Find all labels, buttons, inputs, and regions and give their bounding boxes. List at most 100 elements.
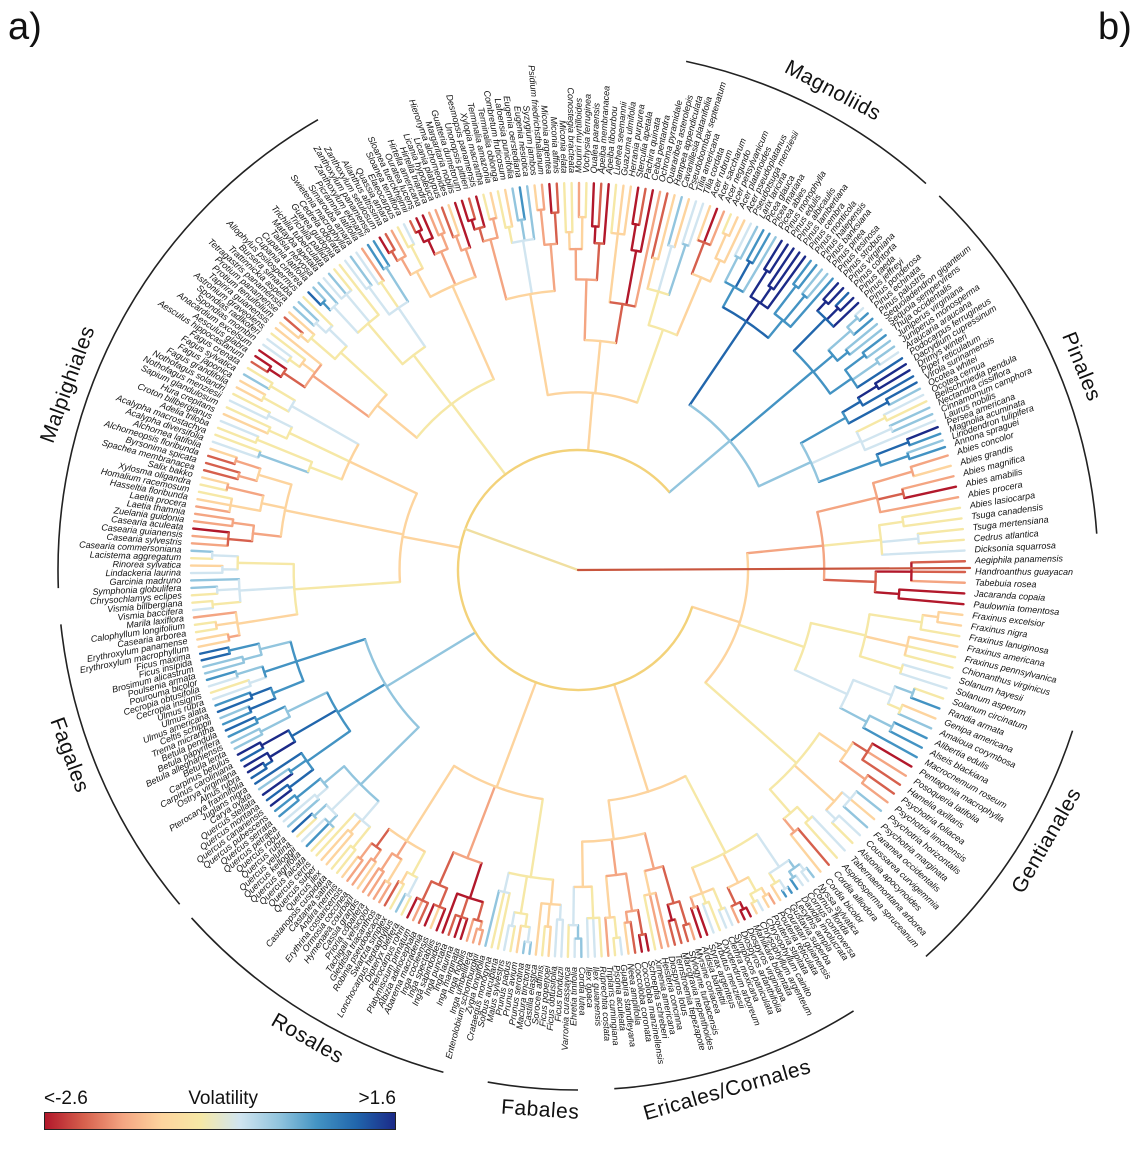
tree-branch [519,875,529,915]
tree-branch [475,195,486,228]
tree-branch [305,821,331,848]
tree-branch [847,400,889,425]
tree-branch [739,225,759,260]
tree-branch [839,296,855,312]
tree-branch [427,238,436,256]
tree-branch [667,919,677,946]
tree-branch [273,794,296,813]
tree-branch [199,483,228,492]
tree-branch [282,371,306,389]
tree-branch [768,243,789,274]
tree-branch [741,236,777,294]
tree-branch [757,460,813,488]
tree-branch [312,286,327,302]
tree-branch [646,257,657,290]
tree-branch [721,285,736,309]
tree-branch [737,623,806,649]
tree-branch [268,740,297,759]
tree-branch [717,908,728,929]
tree-branch [733,222,753,257]
tree-branch [707,900,722,932]
tree-branch [723,219,746,264]
tree-branch [747,876,758,893]
tree-branch [858,655,903,671]
tree-branch [291,812,314,833]
tree-branch [745,301,761,323]
tree-branch [230,727,261,744]
tree-branch [415,270,432,299]
tree-branch [841,791,852,801]
tree-branch [562,182,568,234]
tree-branch [366,243,385,271]
tree-branch [837,814,862,837]
tree-branch [800,268,824,296]
tree-branch [290,404,360,446]
tree-branch [822,282,840,301]
tip-label: Miconia affinis [549,116,562,174]
tree-branch [246,761,265,774]
tree-branch [454,234,463,252]
tree-branch [231,521,256,527]
tree-branch [610,838,618,877]
tree-branch [467,197,477,221]
tree-branch [394,892,407,913]
tree-branch [207,454,236,466]
tree-branch [586,391,595,452]
tree-branch [560,918,565,958]
tree-branch [207,676,239,688]
tree-branch [254,751,303,785]
tree-branch [590,182,596,228]
tree-branch [468,861,483,900]
tree-branch [789,833,822,873]
tree-branch [503,188,514,228]
tree-branch [584,181,588,219]
tree-branch [630,223,638,252]
tree-branch [841,400,862,414]
tree-branch [411,850,427,877]
tree-branch [750,902,758,915]
tree-branch [728,370,815,443]
tree-branch [842,805,869,829]
tree-branch [267,368,283,379]
tree-branch [656,194,676,261]
tree-branch [704,681,798,765]
tree-branch [322,765,346,785]
tree-branch [673,198,691,249]
tree-branch [667,195,683,247]
tree-branch [197,490,234,500]
tip-label: Cordia lutea [577,967,587,1016]
tree-branch [540,183,546,211]
tree-branch [576,566,972,572]
tree-branch [421,880,433,902]
tree-branch [853,307,865,317]
tree-branch [825,307,840,321]
tree-branch [438,887,449,908]
tree-branch [898,588,966,595]
tree-branch [521,239,534,296]
tree-branch [794,874,804,887]
circular-tree [189,181,972,959]
tree-branch [193,620,217,627]
tree-branch [624,910,629,924]
tree-branch [866,774,896,795]
tree-branch [440,232,449,251]
tip-label: Ilex guianensis [591,966,604,1026]
tree-branch [862,726,918,759]
tree-branch [585,917,590,959]
tree-branch [250,360,269,374]
tree-branch [301,361,317,374]
tree-branch [839,706,868,723]
tree-branch [510,911,516,928]
tree-branch [897,597,965,606]
tree-branch [852,317,874,336]
tree-branch [215,587,241,592]
tree-branch [307,291,322,307]
tree-branch [243,751,269,768]
tip-label: Dicksonia squarrosa [974,540,1056,554]
tree-branch [386,858,403,884]
tree-branch [528,941,533,956]
tree-branch [759,286,773,305]
clade-arc [925,730,1074,958]
tree-branch [546,902,551,928]
tree-branch [335,848,357,875]
